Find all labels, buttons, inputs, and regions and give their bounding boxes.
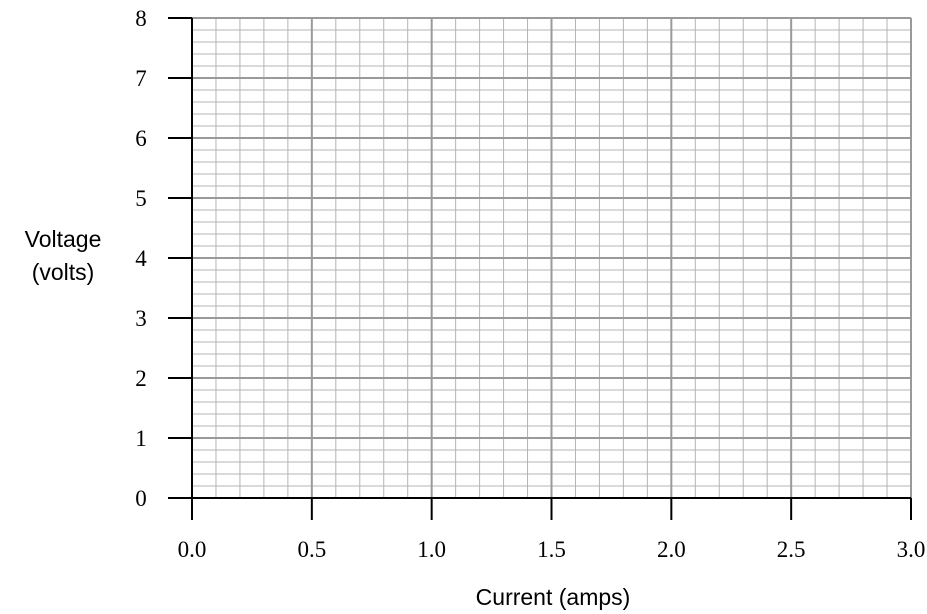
y-tick-label: 6 xyxy=(135,126,147,151)
x-tick-label: 0.0 xyxy=(178,537,207,562)
x-axis-title: Current (amps) xyxy=(476,584,631,610)
x-tick-label: 1.0 xyxy=(417,537,446,562)
y-tick-label: 4 xyxy=(135,246,147,271)
x-tick-label: 2.0 xyxy=(657,537,686,562)
y-axis-title-line1: Voltage xyxy=(25,226,102,252)
x-tick-label: 0.5 xyxy=(297,537,326,562)
x-ticks: 0.0 0.5 1.0 1.5 2.0 2.5 3.0 xyxy=(178,498,926,562)
x-tick-label: 2.5 xyxy=(777,537,806,562)
y-tick-label: 3 xyxy=(135,306,147,331)
x-tick-label: 1.5 xyxy=(537,537,566,562)
y-axis-title-line2: (volts) xyxy=(32,259,95,285)
y-tick-label: 5 xyxy=(135,186,147,211)
y-tick-label: 7 xyxy=(135,66,147,91)
y-tick-label: 8 xyxy=(135,6,147,31)
grid-major xyxy=(192,17,912,498)
x-tick-label: 3.0 xyxy=(897,537,926,562)
y-tick-label: 1 xyxy=(135,426,147,451)
y-tick-label: 0 xyxy=(135,486,147,511)
y-tick-label: 2 xyxy=(135,366,147,391)
y-ticks: 0 1 2 3 4 5 6 7 8 xyxy=(135,6,192,511)
